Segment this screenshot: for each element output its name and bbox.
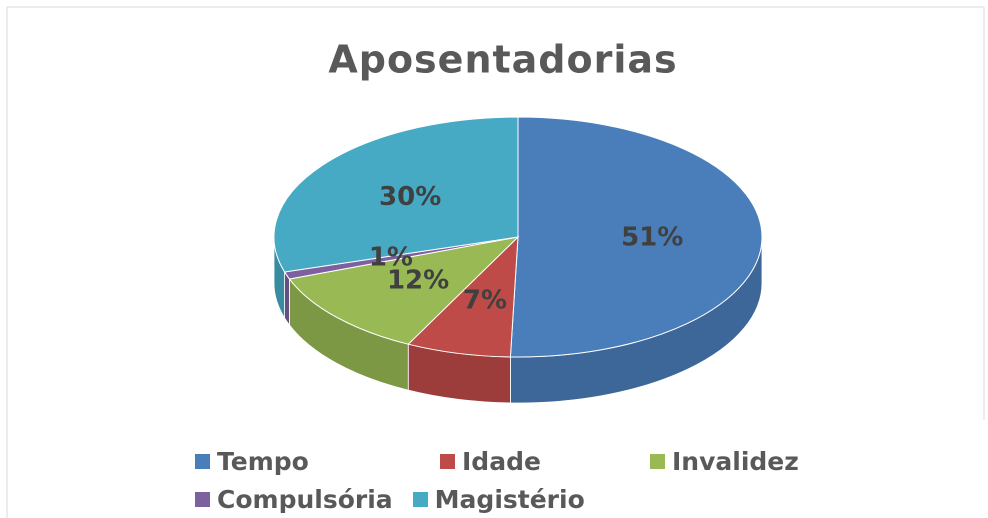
- legend-item: Magistério: [412, 482, 585, 516]
- data-label: 1%: [369, 243, 413, 273]
- legend-swatch: [440, 453, 455, 469]
- legend-label: Compulsória: [217, 484, 393, 514]
- slice: [407, 235, 519, 358]
- slice: [273, 116, 519, 273]
- legend-swatch: [195, 491, 210, 507]
- legend-swatch: [412, 491, 428, 507]
- data-label: 7%: [463, 285, 507, 315]
- legend: Tempo Idade Invalidez Compulsória Magistério: [195, 444, 855, 516]
- legend-label: Tempo: [217, 446, 309, 476]
- legend-item: Invalidez: [650, 444, 799, 478]
- slice: [288, 236, 520, 345]
- data-label: 12%: [387, 266, 449, 296]
- slice: [509, 116, 763, 358]
- legend-label: Idade: [462, 446, 541, 476]
- legend-item: Idade: [440, 444, 630, 478]
- slice-side: [284, 270, 290, 327]
- legend-item: Compulsória: [195, 482, 393, 516]
- legend-label: Magistério: [434, 484, 585, 514]
- legend-swatch: [650, 453, 665, 469]
- chart-title: Aposentadorias: [328, 38, 677, 82]
- legend-swatch: [195, 453, 210, 469]
- data-label: 30%: [379, 182, 441, 212]
- legend-item: Tempo: [195, 444, 420, 478]
- data-label: 51%: [621, 223, 683, 253]
- legend-label: Invalidez: [672, 446, 799, 476]
